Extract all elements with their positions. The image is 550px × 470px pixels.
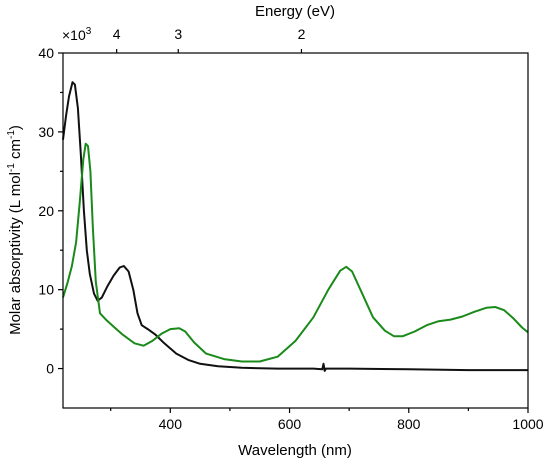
y-axis-label: Molar absorptivity (L mol-1 cm-1) (6, 125, 24, 335)
x-tick-label: 1000 (512, 416, 543, 432)
y-axis-label-sup1: -1 (6, 163, 17, 172)
y-axis-label-end: ) (7, 125, 24, 130)
series-line-1 (62, 81, 528, 372)
top-axis-label: Energy (eV) (255, 3, 335, 20)
x-axis-label: Wavelength (nm) (238, 442, 352, 459)
series-line-2 (62, 142, 529, 363)
x-tick-label: 600 (278, 416, 302, 432)
top-tick-label: 3 (174, 26, 182, 42)
y-tick-label: 10 (38, 282, 54, 298)
top-tick-label: 2 (298, 26, 306, 42)
y-tick-label: 30 (38, 124, 54, 140)
y-multiplier: ×103 (62, 26, 92, 43)
y-multiplier-exp: 3 (86, 26, 92, 37)
y-tick-label: 40 (38, 45, 54, 61)
axis-layer: 400 600 800 1000 0 10 20 30 40 4 3 2 (38, 26, 543, 432)
x-tick-label: 400 (159, 416, 183, 432)
plot-frame (62, 52, 529, 409)
y-multiplier-base: ×10 (62, 27, 86, 43)
series-layer (62, 81, 529, 372)
y-tick-label: 20 (38, 203, 54, 219)
x-tick-label: 800 (397, 416, 421, 432)
top-tick-label: 4 (113, 26, 121, 42)
y-axis-label-main: Molar absorptivity (L mol (7, 172, 24, 335)
y-tick-label: 0 (46, 361, 54, 377)
y-axis-label-sup2: -1 (6, 130, 17, 139)
y-axis-label-mid: cm (7, 139, 24, 163)
